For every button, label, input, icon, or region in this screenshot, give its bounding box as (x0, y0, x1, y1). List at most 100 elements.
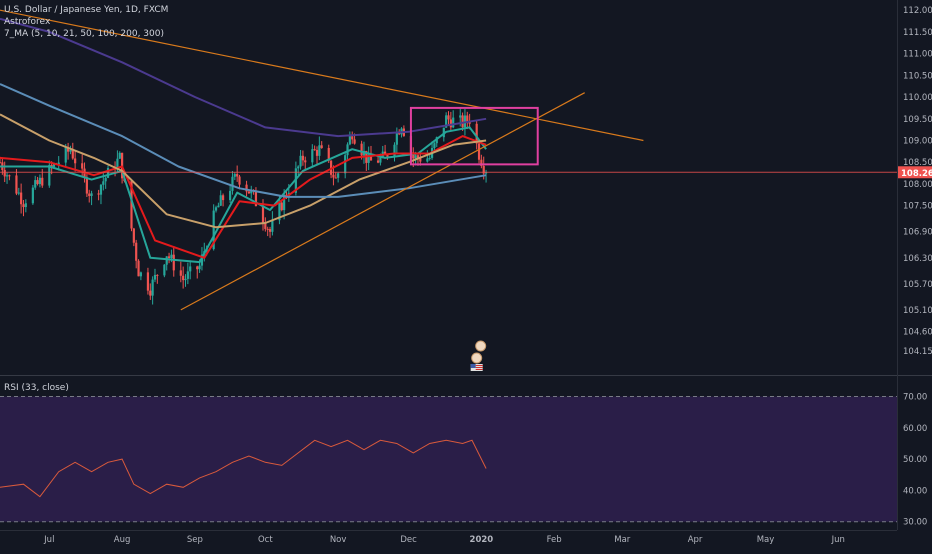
candle-body (31, 187, 34, 204)
symbol-legend[interactable]: U.S. Dollar / Japanese Yen, 1D, FXCM (4, 5, 169, 15)
candle-body (97, 193, 100, 195)
news-event-icon[interactable] (471, 352, 483, 364)
candle-body (351, 136, 354, 140)
time-tick-label: 2020 (470, 535, 494, 545)
price-tick-label: 111.000 (903, 50, 932, 60)
price-tick-label: 108.000 (903, 180, 932, 190)
price-tick-label: 106.900 (903, 228, 932, 238)
candle-body (475, 123, 478, 144)
candle-body (245, 184, 248, 192)
candle-body (137, 260, 140, 277)
candle-body (261, 206, 265, 223)
candle-body (163, 264, 166, 276)
candle-body (20, 192, 23, 205)
candle-body (233, 174, 236, 177)
candle-body (348, 136, 351, 145)
price-tick-label: 105.100 (903, 306, 932, 316)
candle-body (198, 265, 201, 270)
candle-body (48, 165, 51, 186)
candle-body (283, 194, 286, 211)
rsi-indicator-legend[interactable]: RSI (33, close) (4, 383, 69, 393)
rsi-band-fill (0, 396, 897, 522)
candle-body (200, 254, 204, 266)
rsi-tick-label: 60.00 (903, 424, 927, 434)
candle-body (412, 152, 415, 159)
price-tick-label: 112.000 (903, 6, 932, 16)
price-tick-label: 109.500 (903, 115, 932, 125)
candle-body (346, 144, 349, 156)
rsi-line (0, 439, 487, 498)
candle-body (74, 158, 77, 164)
candle-body (318, 145, 321, 156)
candle-body (52, 163, 56, 167)
candle-body (268, 229, 272, 232)
candle-body (395, 132, 398, 145)
candle-body (271, 220, 274, 232)
candle-body (334, 177, 337, 179)
candle-body (156, 274, 159, 276)
candle-body (106, 168, 110, 178)
candle-body (217, 205, 220, 208)
candle-body (64, 147, 67, 163)
consolidation-box (409, 106, 539, 166)
time-tick-label: Dec (400, 535, 417, 545)
candle-body (214, 207, 218, 211)
rsi-band (0, 396, 897, 523)
candle-body (3, 169, 6, 177)
candle-body (344, 155, 347, 174)
candle-body (81, 163, 84, 169)
candle-body (90, 193, 93, 196)
candle-body (151, 279, 154, 296)
zones (409, 106, 539, 166)
candle-body (15, 175, 18, 194)
candle-body (104, 177, 107, 182)
us-flag-stripe (475, 369, 483, 370)
candle-body (179, 270, 182, 276)
candle-body (445, 115, 448, 128)
time-tick-label: Sep (187, 535, 203, 545)
ma-purple-line (0, 17, 487, 138)
candle-body (57, 162, 60, 165)
time-tick-label: Feb (547, 535, 562, 545)
ma-indicator-legend[interactable]: 7_MA (5, 10, 21, 50, 100, 200, 300) (4, 29, 164, 39)
ma-red-line (0, 135, 487, 259)
candle-body (153, 274, 157, 280)
candle-body (311, 149, 314, 163)
price-tick-label: 110.000 (903, 93, 932, 103)
candle-body (379, 157, 382, 163)
candle-body (461, 115, 464, 128)
candle-body (369, 154, 373, 161)
candle-body (219, 195, 222, 206)
candle-body (149, 290, 152, 296)
candle-body (132, 228, 135, 243)
candle-body (0, 162, 2, 164)
candle-body (186, 271, 189, 279)
candle-body (8, 175, 11, 177)
author-name[interactable]: Astroforex (4, 17, 51, 27)
candle-body (426, 158, 429, 162)
news-event-icon[interactable] (475, 340, 487, 352)
candle-body (383, 151, 387, 156)
price-tick-label: 104.150 (903, 347, 932, 357)
candle-body (88, 193, 91, 196)
candle-body (433, 143, 436, 149)
time-tick-label: Oct (258, 535, 273, 545)
candle-body (459, 115, 462, 118)
event-icons[interactable] (470, 340, 487, 371)
candle-body (139, 272, 142, 277)
candle-body (301, 155, 305, 161)
ma-blue-line (0, 83, 487, 198)
candle-body (313, 149, 316, 151)
candle-body (466, 115, 469, 122)
candle-body (376, 160, 380, 163)
candle-body (447, 115, 450, 120)
candle-body (36, 180, 39, 184)
last-price-label: 108.268 (901, 169, 932, 179)
time-tick-label: Apr (688, 535, 703, 545)
candle-body (304, 160, 307, 163)
candle-body (99, 184, 103, 195)
candle-body (264, 222, 267, 229)
candle-body (315, 149, 319, 156)
